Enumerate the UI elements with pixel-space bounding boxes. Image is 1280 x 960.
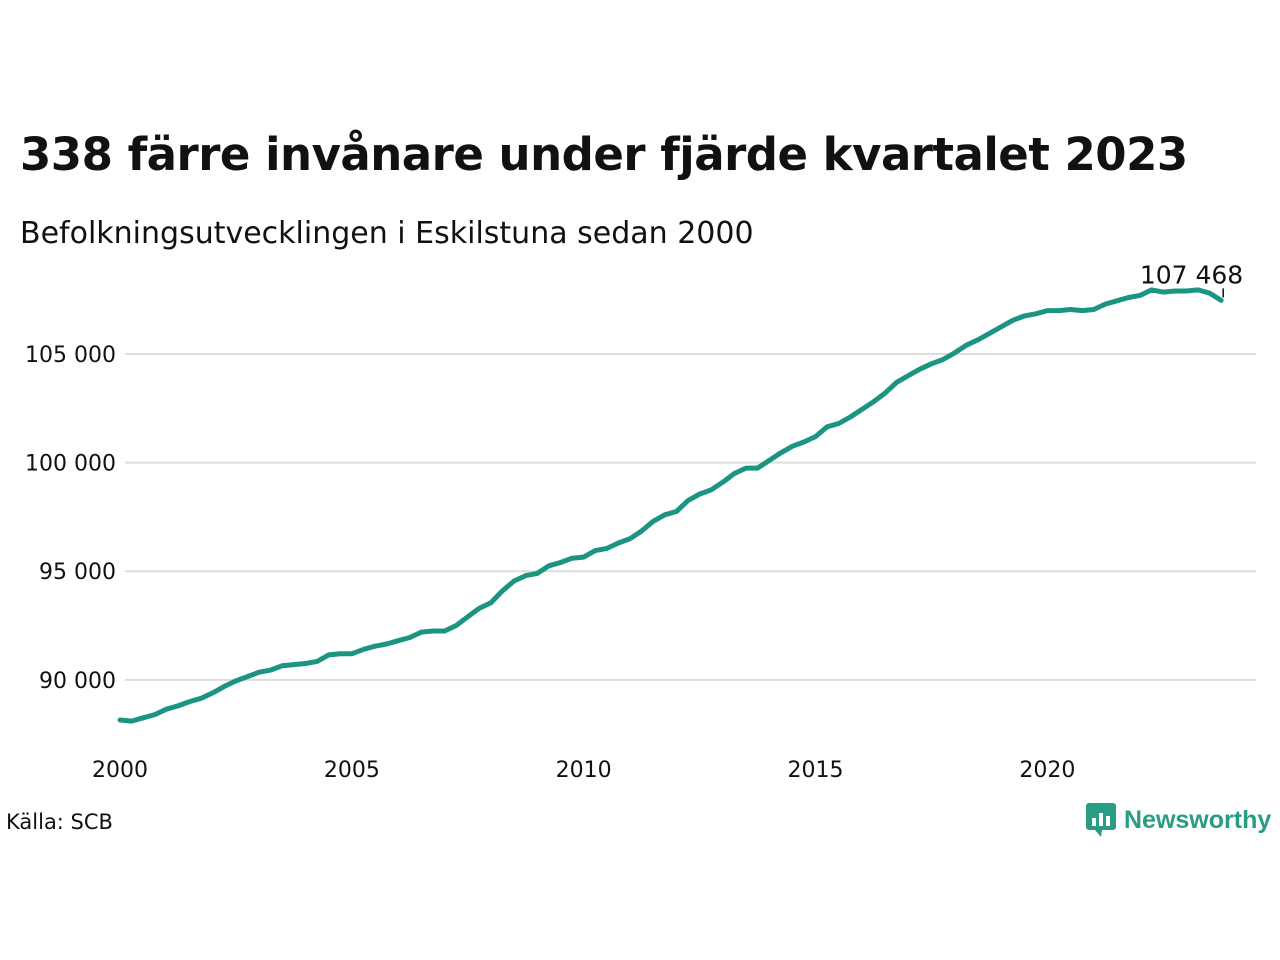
brand-name: Newsworthy [1124, 805, 1272, 834]
y-tick-label: 105 000 [25, 343, 116, 368]
newsworthy-logo-icon [1086, 803, 1116, 837]
x-axis-labels: 2000 2005 2010 2015 2020 [92, 758, 1075, 783]
y-tick-label: 90 000 [39, 669, 116, 694]
y-tick-label: 95 000 [39, 560, 116, 585]
x-tick-label: 2015 [788, 758, 844, 783]
end-value-label: 107 468 [1140, 260, 1243, 289]
x-tick-label: 2005 [324, 758, 380, 783]
grid-lines [125, 353, 1256, 681]
brand-logo[interactable]: Newsworthy [1086, 803, 1271, 837]
y-tick-label: 100 000 [25, 452, 116, 477]
source-note: Källa: SCB [6, 810, 113, 834]
x-tick-label: 2000 [92, 758, 148, 783]
annotation-layer: 107 468 [1140, 260, 1243, 298]
x-tick-label: 2020 [1019, 758, 1075, 783]
series-line [117, 287, 1224, 724]
series-layer [117, 287, 1224, 724]
chart-subtitle: Befolkningsutvecklingen i Eskilstuna sed… [20, 216, 754, 251]
y-axis-labels: 90 000 95 000 100 000 105 000 [25, 343, 116, 694]
x-tick-label: 2010 [556, 758, 612, 783]
chart-title: 338 färre invånare under fjärde kvartale… [20, 128, 1188, 181]
